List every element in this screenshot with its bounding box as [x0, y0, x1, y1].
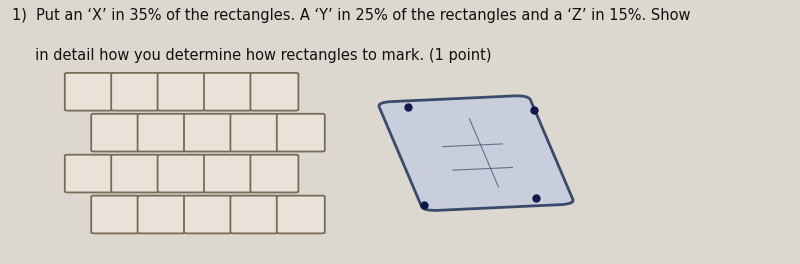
FancyBboxPatch shape — [91, 114, 139, 152]
FancyBboxPatch shape — [138, 196, 186, 233]
FancyBboxPatch shape — [138, 114, 186, 152]
FancyBboxPatch shape — [65, 73, 113, 111]
FancyBboxPatch shape — [184, 114, 232, 152]
FancyBboxPatch shape — [91, 196, 139, 233]
FancyBboxPatch shape — [204, 73, 252, 111]
FancyBboxPatch shape — [277, 114, 325, 152]
FancyBboxPatch shape — [111, 73, 159, 111]
FancyBboxPatch shape — [250, 155, 298, 192]
FancyBboxPatch shape — [230, 196, 278, 233]
Text: 1)  Put an ‘X’ in 35% of the rectangles. A ‘Y’ in 25% of the rectangles and a ‘Z: 1) Put an ‘X’ in 35% of the rectangles. … — [12, 8, 690, 23]
FancyBboxPatch shape — [204, 155, 252, 192]
FancyBboxPatch shape — [230, 114, 278, 152]
Text: in detail how you determine how rectangles to mark. (1 point): in detail how you determine how rectangl… — [12, 48, 491, 63]
FancyBboxPatch shape — [379, 96, 573, 210]
FancyBboxPatch shape — [250, 73, 298, 111]
FancyBboxPatch shape — [277, 196, 325, 233]
FancyBboxPatch shape — [111, 155, 159, 192]
FancyBboxPatch shape — [65, 155, 113, 192]
FancyBboxPatch shape — [184, 196, 232, 233]
FancyBboxPatch shape — [158, 73, 206, 111]
FancyBboxPatch shape — [158, 155, 206, 192]
